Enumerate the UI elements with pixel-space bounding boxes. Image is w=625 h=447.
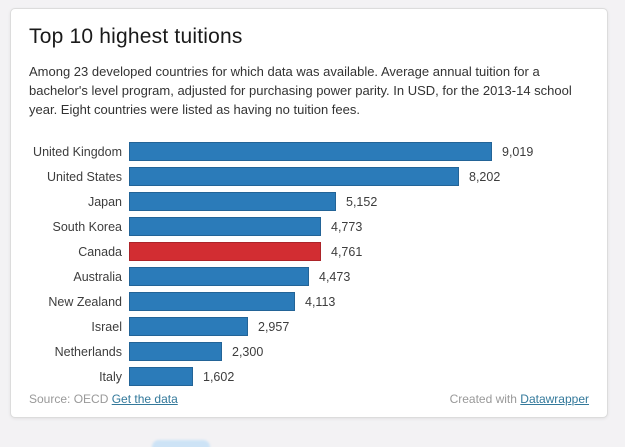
bar-united-states xyxy=(129,167,459,186)
category-label: United Kingdom xyxy=(33,144,122,159)
datawrapper-link[interactable]: Datawrapper xyxy=(520,392,589,406)
bar-new-zealand xyxy=(129,292,295,311)
get-the-data-link[interactable]: Get the data xyxy=(111,392,178,406)
chart-description: Among 23 developed countries for which d… xyxy=(29,64,572,117)
category-label: Canada xyxy=(78,244,122,259)
bar-italy xyxy=(129,367,193,386)
chart-row: Netherlands 2,300 xyxy=(29,339,589,364)
chart-footer: Source: OECD Get the data Created with D… xyxy=(29,392,589,406)
value-label: 9,019 xyxy=(502,144,534,159)
bar-united-kingdom xyxy=(129,142,492,161)
chart-row: Canada 4,761 xyxy=(29,239,589,264)
chart-row: United States 8,202 xyxy=(29,164,589,189)
chart-row: Japan 5,152 xyxy=(29,189,589,214)
value-label: 4,773 xyxy=(331,219,363,234)
category-label: United States xyxy=(46,169,122,184)
chart: United Kingdom 9,019 United States 8,202 Jap… xyxy=(29,139,589,389)
credit-note: Created with Datawrapper xyxy=(450,392,589,406)
chart-row: Italy 1,602 xyxy=(29,364,589,389)
chart-title: Top 10 highest tuitions xyxy=(29,25,243,48)
category-label: New Zealand xyxy=(48,294,122,309)
chart-row: New Zealand 4,113 xyxy=(29,289,589,314)
category-label: Japan xyxy=(87,194,122,209)
credit-label: Created with xyxy=(449,392,517,406)
category-label: South Korea xyxy=(52,219,123,234)
chart-row: United Kingdom 9,019 xyxy=(29,139,589,164)
bar-south-korea xyxy=(129,217,321,236)
value-label: 2,300 xyxy=(232,344,264,359)
chart-row: South Korea 4,773 xyxy=(29,214,589,239)
value-label: 2,957 xyxy=(258,319,290,334)
value-label: 4,761 xyxy=(331,244,363,259)
category-label: Italy xyxy=(99,369,122,384)
value-label: 4,473 xyxy=(319,269,351,284)
bar-israel xyxy=(129,317,248,336)
partially-visible-button[interactable] xyxy=(152,440,210,447)
source-label: Source: OECD xyxy=(29,392,109,406)
category-label: Netherlands xyxy=(54,344,122,359)
bar-australia xyxy=(129,267,309,286)
value-label: 1,602 xyxy=(203,369,235,384)
category-label: Israel xyxy=(91,319,122,334)
value-label: 4,113 xyxy=(305,294,336,309)
category-label: Australia xyxy=(73,269,122,284)
chart-card: Top 10 highest tuitions Among 23 develop… xyxy=(10,8,608,418)
bar-netherlands xyxy=(129,342,222,361)
value-label: 8,202 xyxy=(469,169,501,184)
chart-row: Australia 4,473 xyxy=(29,264,589,289)
bar-japan xyxy=(129,192,336,211)
bar-canada xyxy=(129,242,321,261)
source-note: Source: OECD Get the data xyxy=(29,392,178,406)
chart-row: Israel 2,957 xyxy=(29,314,589,339)
value-label: 5,152 xyxy=(346,194,378,209)
